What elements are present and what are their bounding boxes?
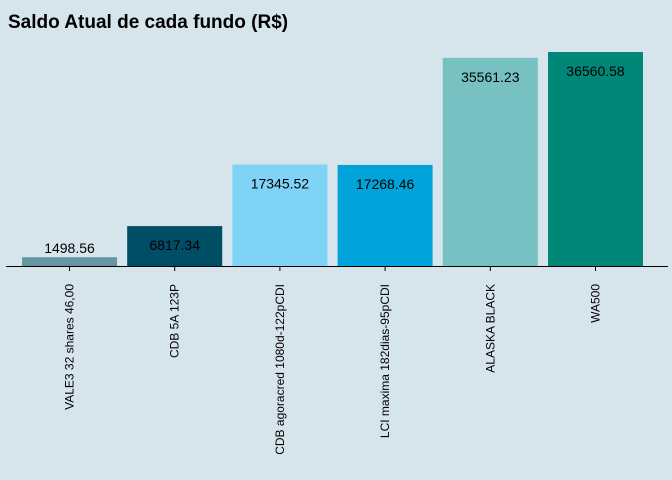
bar-value-label: 1498.56: [44, 240, 95, 256]
x-tick-label: CDB agoracred 1080d-122pCDI: [273, 284, 287, 455]
bar-value-label: 6817.34: [149, 237, 200, 253]
bar-3: [232, 164, 328, 266]
bar-value-label: 17345.52: [251, 175, 310, 191]
x-tick-label: LCI maxima 182dias-95pCDI: [378, 284, 392, 438]
bar-5: [442, 57, 538, 267]
bar-2: [127, 226, 223, 266]
chart-title: Saldo Atual de cada fundo (R$): [8, 12, 289, 33]
bar-value-label: 17268.46: [356, 176, 415, 192]
bar-value-label: 35561.23: [461, 69, 520, 85]
bar-1: [22, 257, 117, 266]
x-tick-label: WA500: [589, 284, 603, 323]
x-tick-label: CDB 5A 123P: [168, 284, 182, 358]
bar-6: [548, 52, 643, 266]
bar-value-label: 36560.58: [566, 63, 625, 79]
x-tick-label: VALE3 32 shares 46,00: [63, 284, 77, 410]
x-tick-label: ALASKA BLACK: [483, 284, 497, 373]
bar-4: [337, 164, 433, 266]
